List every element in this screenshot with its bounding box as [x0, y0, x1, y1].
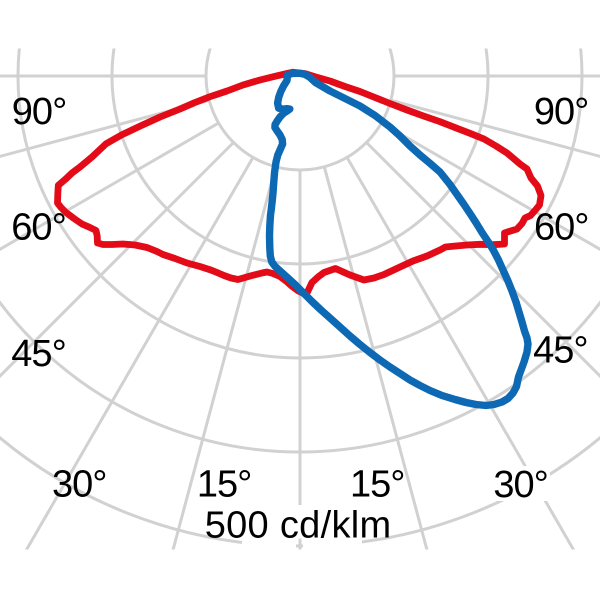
svg-text:60°: 60° [534, 207, 588, 249]
svg-text:500 cd/klm: 500 cd/klm [205, 505, 392, 547]
svg-text:15°: 15° [350, 464, 404, 506]
svg-text:30°: 30° [493, 464, 547, 506]
svg-text:45°: 45° [533, 329, 587, 371]
svg-text:15°: 15° [197, 463, 251, 505]
svg-text:45°: 45° [11, 333, 65, 375]
svg-text:30°: 30° [52, 464, 106, 506]
svg-text:90°: 90° [534, 91, 588, 133]
svg-text:60°: 60° [11, 207, 65, 249]
svg-text:90°: 90° [12, 91, 66, 133]
